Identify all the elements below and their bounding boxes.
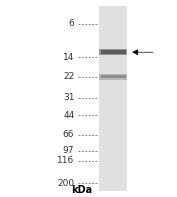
Text: 116: 116 xyxy=(57,156,74,165)
Bar xyxy=(101,75,126,78)
Bar xyxy=(101,50,126,54)
Text: 44: 44 xyxy=(63,111,74,120)
Text: 97: 97 xyxy=(63,146,74,155)
Bar xyxy=(99,74,127,80)
Text: 31: 31 xyxy=(63,93,74,102)
Text: 22: 22 xyxy=(63,72,74,81)
Bar xyxy=(99,49,127,56)
Text: 6: 6 xyxy=(69,19,74,28)
Bar xyxy=(99,6,127,191)
Text: 200: 200 xyxy=(57,179,74,188)
Text: 66: 66 xyxy=(63,130,74,139)
Text: kDa: kDa xyxy=(71,185,92,195)
Text: 14: 14 xyxy=(63,53,74,62)
